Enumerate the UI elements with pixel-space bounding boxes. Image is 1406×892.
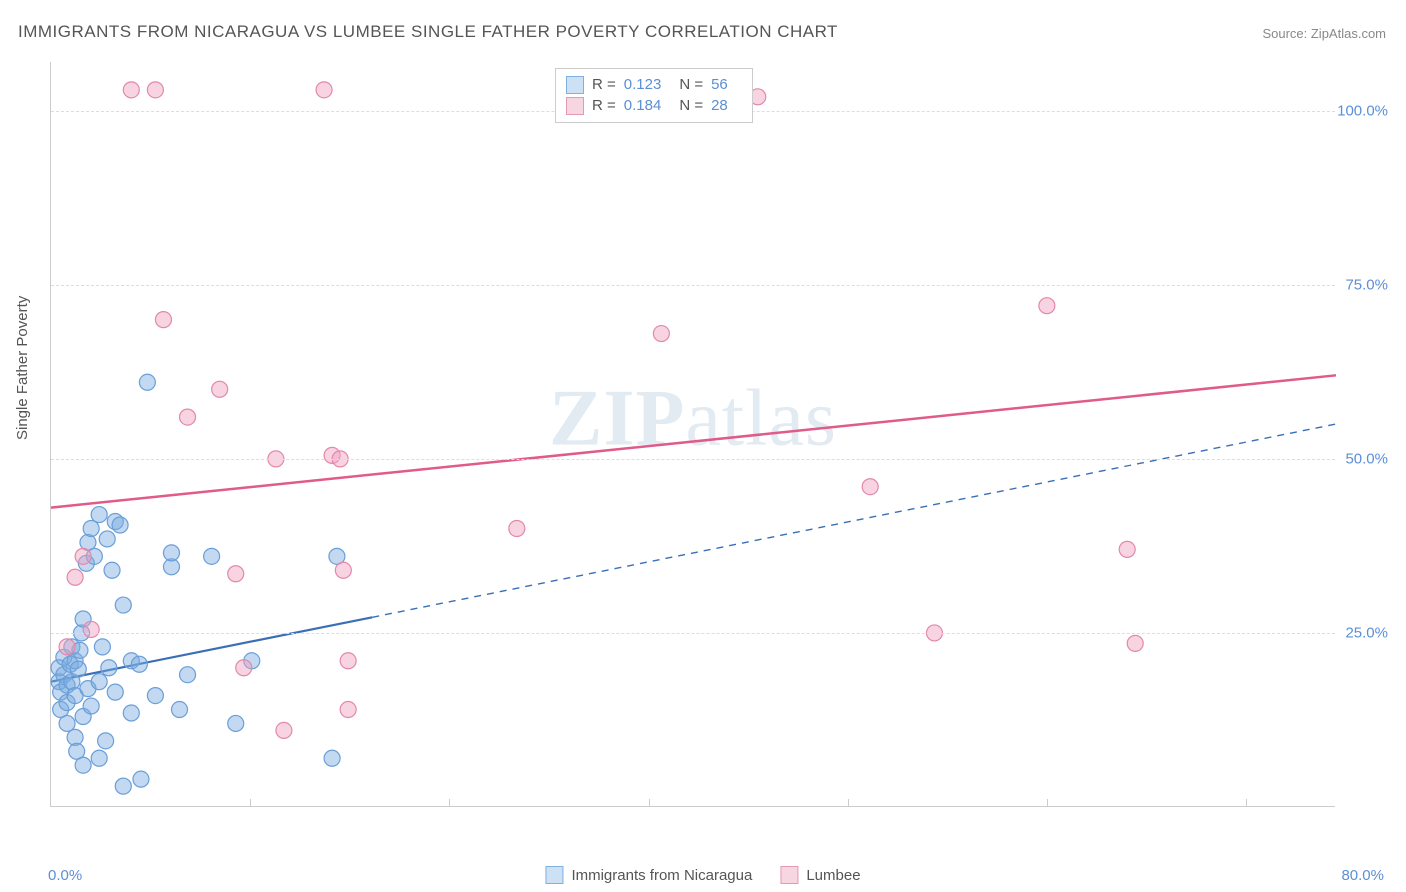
chart-container: IMMIGRANTS FROM NICARAGUA VS LUMBEE SING… — [0, 0, 1406, 892]
swatch-lumbee-icon — [780, 866, 798, 884]
source-attribution: Source: ZipAtlas.com — [1262, 26, 1386, 41]
chart-title: IMMIGRANTS FROM NICARAGUA VS LUMBEE SING… — [18, 22, 838, 42]
stats-row-nicaragua: R = 0.123 N = 56 — [566, 74, 738, 95]
chart-svg — [51, 62, 1335, 806]
y-tick-label: 50.0% — [1345, 450, 1388, 467]
y-axis-label: Single Father Poverty — [14, 296, 31, 440]
swatch-nicaragua-icon — [545, 866, 563, 884]
swatch-lumbee — [566, 97, 584, 115]
bottom-legend: Immigrants from Nicaragua Lumbee — [545, 866, 860, 884]
stats-row-lumbee: R = 0.184 N = 28 — [566, 95, 738, 116]
legend-item-lumbee: Lumbee — [780, 866, 860, 884]
x-tick-min: 0.0% — [48, 867, 82, 884]
stats-legend: R = 0.123 N = 56 R = 0.184 N = 28 — [555, 68, 753, 123]
y-tick-label: 100.0% — [1337, 102, 1388, 119]
plot-area: ZIPatlas — [50, 62, 1335, 807]
legend-item-nicaragua: Immigrants from Nicaragua — [545, 866, 752, 884]
y-tick-label: 75.0% — [1345, 276, 1388, 293]
y-tick-label: 25.0% — [1345, 624, 1388, 641]
swatch-nicaragua — [566, 76, 584, 94]
x-tick-max: 80.0% — [1341, 867, 1384, 884]
